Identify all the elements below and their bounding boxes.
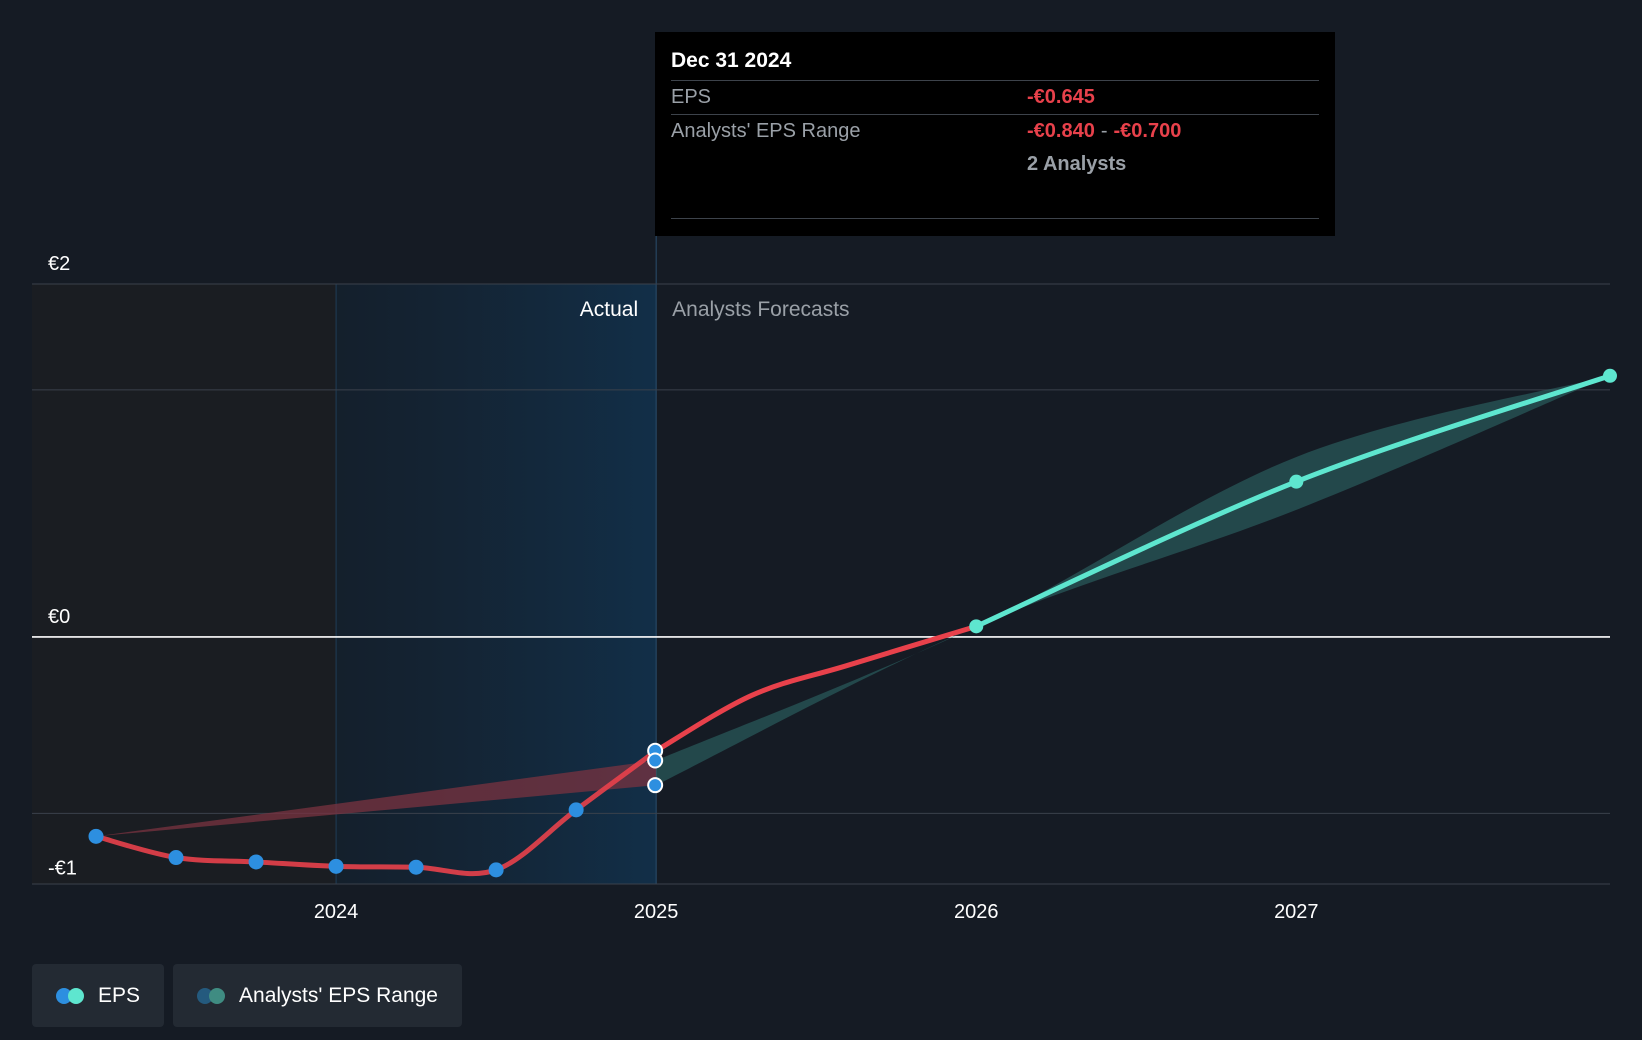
y-tick-label: €0 — [48, 606, 70, 628]
x-tick-label: 2027 — [1274, 901, 1319, 923]
x-tick-label: 2025 — [634, 901, 679, 923]
legend-item-eps[interactable]: EPS — [32, 964, 165, 1027]
eps-estimate-point — [647, 752, 664, 769]
tooltip-divider — [671, 218, 1319, 219]
analyst-range-band-forecast — [656, 375, 1610, 786]
eps-forecast-point — [969, 619, 984, 634]
x-tick-label: 2026 — [954, 901, 999, 923]
eps-estimate-point — [647, 777, 664, 794]
legend: EPS Analysts' EPS Range — [32, 964, 462, 1027]
forecast-region-label: Analysts Forecasts — [672, 298, 849, 321]
tooltip-eps-label: EPS — [671, 86, 712, 108]
eps-actual-point — [568, 802, 584, 818]
y-tick-label: -€1 — [48, 857, 77, 879]
eps-actual-point — [88, 828, 104, 844]
legend-item-analysts-range[interactable]: Analysts' EPS Range — [173, 964, 462, 1027]
tooltip-range-row: Analysts' EPS Range -€0.840 - -€0.700 — [671, 114, 1319, 148]
range-legend-icon — [197, 987, 227, 1004]
eps-legend-icon — [56, 987, 86, 1004]
eps-actual-point — [408, 859, 424, 875]
tooltip-range-label: Analysts' EPS Range — [671, 120, 861, 142]
legend-eps-label: EPS — [98, 983, 141, 1007]
eps-actual-point — [168, 850, 184, 866]
eps-forecast-point — [1603, 368, 1617, 383]
x-tick-label: 2024 — [314, 901, 359, 923]
tooltip-analysts-count: 2 Analysts — [1027, 153, 1127, 175]
tooltip-range-low: -€0.840 — [1027, 120, 1095, 142]
eps-actual-point — [488, 862, 504, 878]
tooltip: Dec 31 2024 EPS -€0.645 Analysts' EPS Ra… — [655, 32, 1335, 236]
tooltip-range-high: -€0.700 — [1113, 120, 1182, 142]
tooltip-date: Dec 31 2024 — [671, 49, 792, 72]
tooltip-eps-row: EPS -€0.645 — [671, 80, 1319, 114]
legend-range-label: Analysts' EPS Range — [239, 983, 438, 1007]
tooltip-range-separator: - — [1100, 120, 1108, 142]
y-tick-label: €2 — [48, 253, 70, 275]
eps-forecast-line-negative — [653, 623, 979, 754]
eps-forecast-point — [1289, 474, 1304, 489]
tooltip-eps-value: -€0.645 — [1027, 86, 1095, 108]
eps-actual-point — [248, 854, 264, 870]
analyst-range-band-actual — [96, 760, 657, 837]
actual-region-label: Actual — [580, 298, 638, 321]
eps-actual-point — [328, 858, 344, 874]
past-region-shade — [32, 284, 337, 884]
